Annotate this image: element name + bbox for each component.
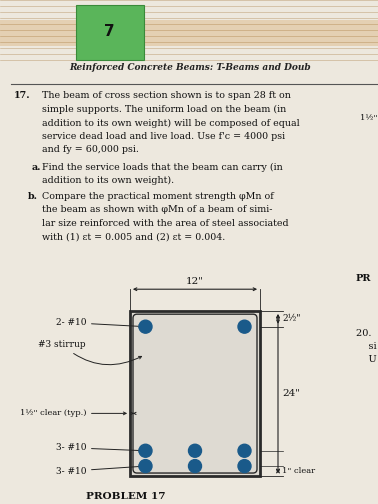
Text: 12": 12" — [186, 277, 204, 286]
Text: Find the service loads that the beam can carry (in: Find the service loads that the beam can… — [42, 163, 283, 172]
Bar — [0, 20, 378, 46]
Circle shape — [189, 444, 201, 457]
Circle shape — [238, 320, 251, 333]
Text: a.: a. — [32, 163, 42, 172]
Circle shape — [238, 444, 251, 457]
Text: PROBLEM 17: PROBLEM 17 — [86, 492, 166, 501]
Circle shape — [189, 460, 201, 473]
Text: 7: 7 — [104, 24, 115, 39]
Text: 1½" clear (typ.): 1½" clear (typ.) — [20, 409, 126, 417]
Text: and fy = 60,000 psi.: and fy = 60,000 psi. — [42, 145, 139, 154]
Text: 2- #10: 2- #10 — [56, 318, 142, 328]
Bar — [130, 311, 260, 476]
Text: simple supports. The uniform load on the beam (in: simple supports. The uniform load on the… — [42, 105, 286, 114]
Text: addition to its own weight) will be composed of equal: addition to its own weight) will be comp… — [42, 118, 300, 128]
Text: PR: PR — [356, 274, 372, 283]
Text: 2½": 2½" — [282, 314, 301, 324]
Text: #3 stirrup: #3 stirrup — [39, 340, 142, 365]
Text: b.: b. — [28, 192, 38, 201]
Text: 3- #10: 3- #10 — [56, 465, 142, 476]
Text: the beam as shown with φMn of a beam of simi-: the beam as shown with φMn of a beam of … — [42, 205, 273, 214]
Text: U: U — [356, 355, 377, 364]
Circle shape — [139, 444, 152, 457]
Circle shape — [238, 460, 251, 473]
Text: 1½" c: 1½" c — [360, 114, 378, 122]
Circle shape — [139, 320, 152, 333]
Bar — [76, 5, 144, 60]
Text: 17.: 17. — [14, 91, 31, 100]
Text: Compare the practical moment strength φMn of: Compare the practical moment strength φM… — [42, 192, 274, 201]
Circle shape — [139, 460, 152, 473]
Text: addition to its own weight).: addition to its own weight). — [42, 176, 174, 185]
Text: The beam of cross section shown is to span 28 ft on: The beam of cross section shown is to sp… — [42, 91, 291, 100]
Text: si: si — [356, 342, 376, 351]
Text: 3- #10: 3- #10 — [56, 443, 142, 452]
Text: with (1) εt = 0.005 and (2) εt = 0.004.: with (1) εt = 0.005 and (2) εt = 0.004. — [42, 232, 225, 241]
Text: 20.  C: 20. C — [356, 329, 378, 338]
Text: 1" clear: 1" clear — [282, 467, 315, 475]
Text: service dead load and live load. Use f'c = 4000 psi: service dead load and live load. Use f'c… — [42, 132, 285, 141]
Text: Reinforced Concrete Beams: T-Beams and Doub: Reinforced Concrete Beams: T-Beams and D… — [69, 64, 311, 73]
Text: 24": 24" — [282, 389, 300, 398]
Text: lar size reinforced with the area of steel associated: lar size reinforced with the area of ste… — [42, 219, 289, 228]
